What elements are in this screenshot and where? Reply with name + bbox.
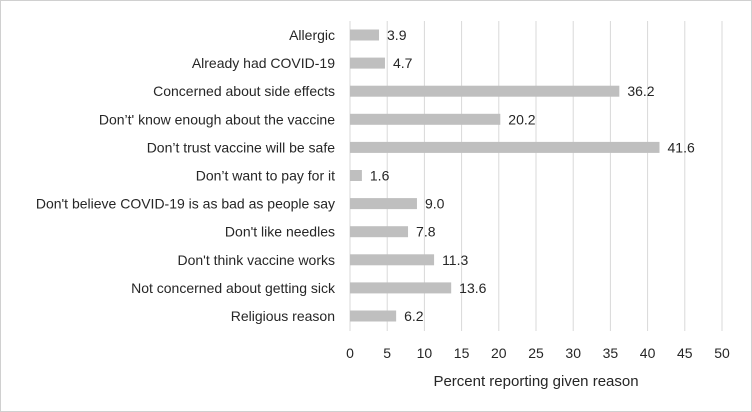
bar-6 [350, 198, 417, 210]
bar-9 [350, 282, 452, 294]
bar-3 [350, 113, 501, 125]
value-label-0: 3.9 [387, 27, 407, 43]
value-label-5: 1.6 [370, 168, 390, 184]
bar-0 [350, 29, 380, 41]
category-label-8: Don't think vaccine works [177, 252, 335, 268]
bar-2 [350, 85, 620, 97]
x-tick-label-30: 30 [565, 345, 581, 361]
category-label-5: Don’t want to pay for it [196, 168, 335, 184]
bar-1 [350, 57, 385, 69]
value-label-3: 20.2 [508, 111, 535, 127]
x-tick-label-0: 0 [346, 345, 354, 361]
value-label-9: 13.6 [459, 280, 486, 296]
x-axis-title: Percent reporting given reason [433, 373, 638, 390]
x-tick-label-5: 5 [383, 345, 391, 361]
x-tick-label-10: 10 [417, 345, 433, 361]
bar-8 [350, 254, 435, 266]
x-tick-label-15: 15 [454, 345, 470, 361]
category-label-9: Not concerned about getting sick [131, 280, 336, 296]
x-tick-label-40: 40 [640, 345, 656, 361]
bar-7 [350, 226, 409, 238]
value-label-8: 11.3 [442, 252, 468, 268]
value-label-2: 36.2 [627, 83, 654, 99]
category-label-7: Don't like needles [225, 224, 335, 240]
category-label-2: Concerned about side effects [153, 83, 335, 99]
category-label-1: Already had COVID-19 [192, 55, 335, 71]
value-labels: 3.9 4.7 36.2 20.2 41.6 1.6 9.0 7.8 11.3 13.6 6.2 [370, 27, 695, 324]
x-tick-label-20: 20 [491, 345, 507, 361]
x-tick-label-35: 35 [603, 345, 619, 361]
x-tick-labels: 0 5 10 15 20 25 30 35 40 45 50 [346, 345, 730, 361]
value-label-10: 6.2 [404, 308, 424, 324]
value-label-4: 41.6 [668, 139, 695, 155]
category-label-3: Don’t' know enough about the vaccine [99, 111, 335, 127]
category-label-4: Don’t trust vaccine will be safe [147, 139, 336, 155]
gridlines [349, 21, 723, 331]
bar-5 [350, 170, 362, 181]
category-labels: Allergic Already had COVID-19 Concerned ab… [36, 27, 336, 324]
bar-4 [350, 141, 660, 153]
category-label-10: Religious reason [231, 308, 335, 324]
x-tick-label-50: 50 [714, 345, 730, 361]
bars [350, 29, 660, 322]
value-label-1: 4.7 [393, 55, 413, 71]
x-tick-label-25: 25 [528, 345, 544, 361]
value-label-6: 9.0 [425, 196, 445, 212]
category-label-0: Allergic [289, 27, 335, 43]
category-label-6: Don't believe COVID-19 is as bad as peop… [36, 196, 335, 212]
bar-10 [350, 310, 397, 322]
value-label-7: 7.8 [416, 224, 436, 240]
x-tick-label-45: 45 [677, 345, 693, 361]
